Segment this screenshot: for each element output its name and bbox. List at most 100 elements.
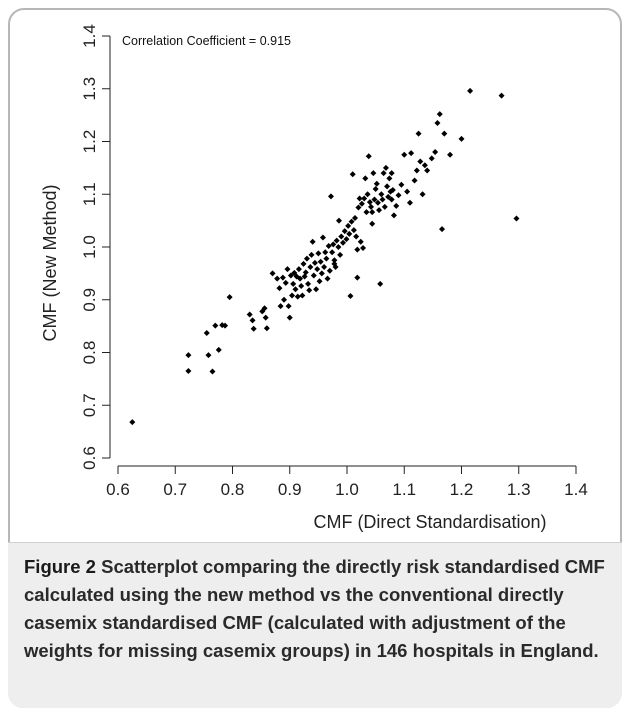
- data-point: [284, 266, 291, 273]
- data-point: [215, 346, 222, 353]
- data-point: [408, 150, 415, 157]
- data-point: [335, 244, 342, 250]
- data-point: [329, 249, 336, 256]
- data-point: [324, 275, 331, 282]
- data-point: [295, 266, 302, 273]
- data-point: [362, 175, 369, 182]
- data-point: [377, 280, 384, 287]
- data-point: [373, 180, 380, 187]
- data-point: [365, 153, 372, 160]
- data-point: [286, 314, 293, 321]
- data-point: [498, 92, 505, 99]
- data-point: [370, 170, 377, 177]
- data-point: [306, 287, 313, 294]
- data-point: [290, 280, 297, 287]
- data-point: [352, 214, 359, 221]
- data-point: [321, 264, 328, 271]
- data-point: [330, 241, 337, 248]
- caption-label: Figure 2: [24, 556, 96, 577]
- data-point: [285, 303, 292, 310]
- x-axis-title: CMF (Direct Standardisation): [313, 512, 546, 532]
- data-point: [363, 209, 370, 216]
- data-point: [382, 164, 389, 171]
- data-point: [401, 151, 408, 158]
- data-point: [404, 188, 411, 195]
- data-point: [350, 227, 357, 234]
- y-tick-label: 0.7: [80, 393, 99, 417]
- data-point: [129, 419, 136, 426]
- data-point: [303, 255, 310, 262]
- data-point: [360, 245, 367, 252]
- data-point: [355, 204, 362, 211]
- data-point: [378, 191, 385, 198]
- data-point: [302, 269, 309, 276]
- x-tick-label: 0.8: [221, 480, 245, 499]
- data-point: [311, 259, 318, 266]
- data-point: [347, 293, 354, 300]
- data-point: [314, 266, 321, 273]
- data-point: [205, 352, 212, 359]
- data-point: [436, 111, 443, 118]
- data-point: [432, 149, 439, 156]
- data-point: [358, 200, 365, 207]
- axes: 0.6 0.7 0.8 0.9 1.0 1.1 1.2 1.3 1.4 0.6 0.7 0.8 0.9 1…: [80, 24, 588, 499]
- y-tick-label: 1.4: [80, 24, 99, 48]
- data-point: [327, 193, 334, 200]
- data-point: [305, 280, 312, 287]
- data-point: [374, 199, 381, 206]
- data-point: [357, 238, 364, 245]
- data-point: [386, 175, 393, 182]
- data-point: [294, 293, 301, 300]
- data-point: [315, 250, 322, 257]
- data-point: [447, 151, 454, 158]
- data-point: [337, 251, 344, 258]
- data-point: [209, 368, 216, 375]
- x-tick-label: 1.2: [450, 480, 474, 499]
- y-axis-title: CMF (New Method): [40, 184, 60, 341]
- data-point: [345, 222, 352, 229]
- x-tick-label: 1.4: [564, 480, 588, 499]
- data-point: [301, 273, 308, 280]
- data-point: [310, 272, 317, 279]
- data-point: [297, 275, 304, 282]
- data-point: [393, 202, 400, 209]
- data-point: [353, 233, 360, 240]
- data-point: [439, 226, 446, 233]
- data-point: [331, 260, 338, 267]
- data-point: [212, 322, 219, 329]
- data-point: [300, 260, 307, 267]
- data-point: [369, 209, 376, 216]
- data-point: [421, 162, 428, 169]
- x-tick-label: 0.7: [163, 480, 187, 499]
- data-point: [317, 258, 324, 265]
- data-point: [274, 275, 281, 282]
- data-point: [282, 279, 289, 286]
- data-point: [411, 177, 418, 184]
- data-point: [261, 305, 268, 312]
- data-point: [338, 233, 345, 240]
- y-tick-label: 0.9: [80, 288, 99, 312]
- data-point: [390, 212, 397, 219]
- caption-text: Scatterplot comparing the directly risk …: [24, 556, 605, 661]
- data-point: [388, 170, 395, 177]
- data-point: [467, 87, 474, 94]
- y-tick-label: 0.8: [80, 341, 99, 365]
- data-point: [428, 155, 435, 162]
- data-point: [458, 135, 465, 142]
- data-point: [226, 294, 233, 301]
- data-point: [381, 203, 388, 210]
- data-point: [368, 203, 375, 210]
- data-point: [323, 255, 330, 262]
- data-point: [398, 181, 405, 188]
- data-point: [380, 170, 387, 177]
- data-point: [309, 238, 316, 245]
- data-point: [281, 296, 288, 303]
- data-point: [335, 217, 342, 224]
- y-tick-label: 1.1: [80, 182, 99, 206]
- data-point: [246, 311, 253, 318]
- y-tick-label: 1.3: [80, 77, 99, 101]
- data-point: [287, 272, 294, 279]
- data-point: [250, 325, 257, 332]
- data-point: [343, 236, 350, 243]
- x-tick-label: 1.1: [392, 480, 416, 499]
